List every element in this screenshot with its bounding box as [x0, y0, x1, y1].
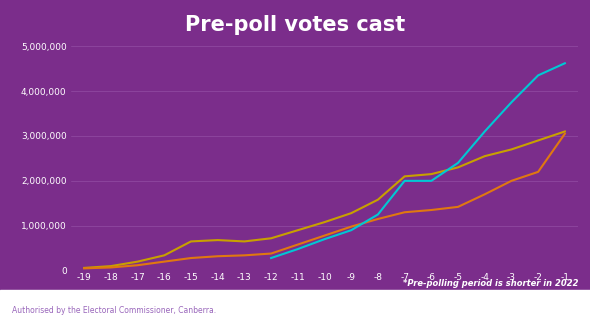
- 2019: [321, 234, 328, 238]
- 2019: [107, 265, 114, 269]
- 2019: [81, 266, 88, 270]
- 2019: [401, 210, 408, 214]
- 2022: [561, 61, 568, 65]
- 2019: [375, 217, 382, 221]
- 2016: [214, 238, 221, 242]
- 2016: [508, 148, 515, 151]
- 2019: [188, 256, 195, 260]
- Line: 2016: 2016: [84, 131, 565, 268]
- 2019: [428, 208, 435, 212]
- 2016: [535, 139, 542, 143]
- 2022: [428, 179, 435, 183]
- 2019: [481, 192, 489, 196]
- 2022: [535, 73, 542, 77]
- 2019: [134, 263, 141, 267]
- 2022: [401, 179, 408, 183]
- 2016: [241, 240, 248, 244]
- Text: *Pre-polling period is shorter in 2022: *Pre-polling period is shorter in 2022: [403, 279, 578, 288]
- 2019: [294, 243, 301, 247]
- 2016: [375, 198, 382, 202]
- 2019: [348, 225, 355, 229]
- 2019: [535, 170, 542, 174]
- 2019: [561, 132, 568, 136]
- 2016: [481, 154, 489, 158]
- 2016: [428, 172, 435, 176]
- Line: 2022: 2022: [271, 63, 565, 258]
- Text: Pre-poll votes cast: Pre-poll votes cast: [185, 15, 405, 35]
- 2019: [241, 253, 248, 257]
- 2016: [561, 129, 568, 133]
- 2022: [267, 256, 274, 260]
- 2022: [481, 129, 489, 133]
- 2016: [454, 165, 461, 169]
- 2022: [348, 228, 355, 232]
- 2019: [214, 254, 221, 258]
- 2019: [160, 260, 168, 264]
- 2022: [454, 161, 461, 165]
- 2016: [188, 240, 195, 244]
- 2016: [321, 220, 328, 224]
- 2022: [508, 100, 515, 104]
- 2016: [160, 253, 168, 257]
- 2022: [321, 237, 328, 241]
- 2016: [107, 264, 114, 268]
- 2016: [348, 211, 355, 215]
- 2016: [81, 266, 88, 270]
- 2016: [267, 236, 274, 240]
- 2019: [454, 205, 461, 209]
- 2019: [267, 251, 274, 255]
- 2022: [375, 213, 382, 216]
- 2022: [294, 247, 301, 251]
- 2016: [134, 260, 141, 264]
- 2016: [294, 228, 301, 232]
- 2019: [508, 179, 515, 183]
- 2016: [401, 174, 408, 178]
- Line: 2019: 2019: [84, 134, 565, 268]
- Text: Authorised by the Electoral Commissioner, Canberra.: Authorised by the Electoral Commissioner…: [12, 306, 216, 315]
